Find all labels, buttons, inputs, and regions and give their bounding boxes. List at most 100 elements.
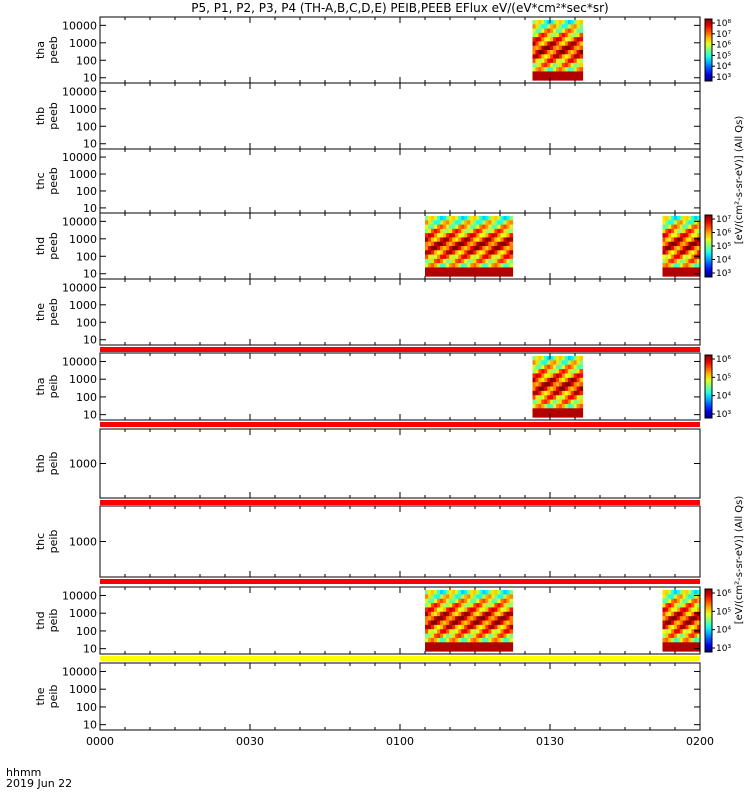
spectrogram-cell (679, 624, 684, 630)
spectrogram-cell (467, 228, 471, 234)
spectrogram-cell (570, 45, 575, 51)
spectrogram-cell (576, 71, 581, 77)
spectrogram-cell (488, 607, 492, 613)
spectrogram-cell (473, 642, 477, 648)
spectrogram-cell (464, 228, 468, 234)
spectrogram-cell (443, 607, 447, 613)
spectrogram-cell (682, 590, 687, 595)
spectrogram-cell (503, 642, 508, 648)
spectrogram-cell (668, 258, 672, 264)
spectrogram-cell (440, 220, 444, 226)
spectrogram-cell (446, 646, 450, 652)
spectrogram-cell (544, 395, 548, 401)
spectrogram-cell (443, 633, 447, 639)
spectrogram-cell (491, 267, 495, 273)
spectrogram-cell (449, 228, 453, 234)
y-tick-label: 1000 (69, 37, 97, 50)
spectrogram-cell (685, 620, 690, 626)
spectrogram-cell (452, 611, 456, 617)
spectrogram-cell (541, 382, 545, 388)
spectrogram-cell (467, 607, 471, 613)
spectrogram-cell (676, 271, 681, 277)
spectrogram-cell (446, 263, 450, 269)
spectrogram-cell (579, 54, 584, 60)
spectrogram-cell (464, 598, 468, 604)
spectrogram-cell (461, 607, 465, 613)
spectrogram-cell (440, 616, 444, 622)
spectrogram-cell (671, 228, 675, 234)
spectrogram-cell (500, 224, 505, 230)
spectrogram-cell (538, 41, 542, 47)
spectrogram-cell (461, 233, 465, 239)
spectrogram-cell (674, 216, 678, 221)
spectrogram-cell (485, 616, 489, 622)
spectrogram-cell (446, 607, 450, 613)
spectrogram-cell (553, 37, 557, 43)
spectrogram-cell (491, 637, 495, 643)
spectrogram-cell (567, 75, 572, 81)
spectrogram-cell (482, 616, 486, 622)
spectrogram-cell (428, 633, 432, 639)
spectrogram-cell (479, 598, 483, 604)
spectrogram-cell (564, 62, 569, 68)
spectrogram-cell (668, 250, 672, 256)
spectrogram-cell (509, 258, 514, 264)
spectrogram-cell (431, 220, 435, 226)
spectrogram-cell (561, 71, 566, 77)
spectrogram-cell (467, 603, 471, 609)
spectrogram-cell (446, 637, 450, 643)
spectrogram-cell (556, 395, 560, 401)
spectrogram-cell (440, 590, 444, 595)
spectrogram-cell (431, 629, 435, 635)
spectrogram-cell (544, 403, 548, 409)
spectrogram-cell (473, 629, 477, 635)
spectrogram-cell (428, 607, 432, 613)
spectrogram-cell (455, 611, 459, 617)
spectrogram-cell (467, 237, 471, 243)
spectrogram-cell (535, 37, 539, 43)
spectrogram-cell (473, 598, 477, 604)
spectrogram-cell (467, 267, 471, 273)
spectrogram-cell (688, 220, 692, 226)
spectrogram-cell (509, 216, 514, 221)
spectrogram-cell (479, 594, 483, 600)
spectrogram-cell (676, 246, 681, 251)
spectrogram-cell (544, 45, 548, 51)
spectrogram-cell (691, 250, 695, 256)
spectrogram-cell (685, 263, 690, 269)
spectrogram-cell (570, 71, 575, 77)
spectrogram-cell (532, 412, 537, 418)
spectrogram-cell (558, 395, 563, 401)
spectrogram-cell (579, 50, 584, 55)
spectrogram-cell (547, 408, 551, 414)
spectrogram-cell (455, 607, 459, 613)
spectrogram-cell (682, 620, 687, 626)
spectrogram-cell (535, 403, 539, 409)
spectrogram-cell (458, 254, 462, 260)
spectrogram-cell (671, 590, 675, 595)
spectrogram-cell (561, 24, 566, 30)
spectrogram-cell (476, 646, 480, 652)
spectrogram-cell (671, 220, 675, 226)
spectrogram-cell (458, 629, 462, 635)
y-tick-label: 10 (83, 138, 97, 151)
spectrogram-cell (464, 258, 468, 264)
spectrogram-cell (488, 611, 492, 617)
spectrogram-cell (443, 594, 447, 600)
x-axis-label-date: 2019 Jun 22 (6, 777, 73, 790)
spectrogram-cell (685, 258, 690, 264)
spectrogram-cell (674, 267, 678, 273)
colorbar-tick-label: 10⁷ (716, 30, 731, 40)
spectrogram-cell (538, 395, 542, 401)
colorbar-tick-label: 10⁵ (716, 242, 731, 252)
spectrogram-cell (497, 629, 502, 635)
colorbar (704, 588, 713, 653)
spectrogram-cell (570, 360, 575, 366)
spectrogram-cell (494, 233, 499, 239)
spectrogram-cell (694, 624, 698, 630)
spectrogram-cell (509, 233, 514, 239)
spectrogram-cell (532, 62, 537, 68)
spectrogram-cell (556, 356, 560, 361)
spectrogram-cell (479, 250, 483, 256)
spectrogram-cell (500, 250, 505, 256)
